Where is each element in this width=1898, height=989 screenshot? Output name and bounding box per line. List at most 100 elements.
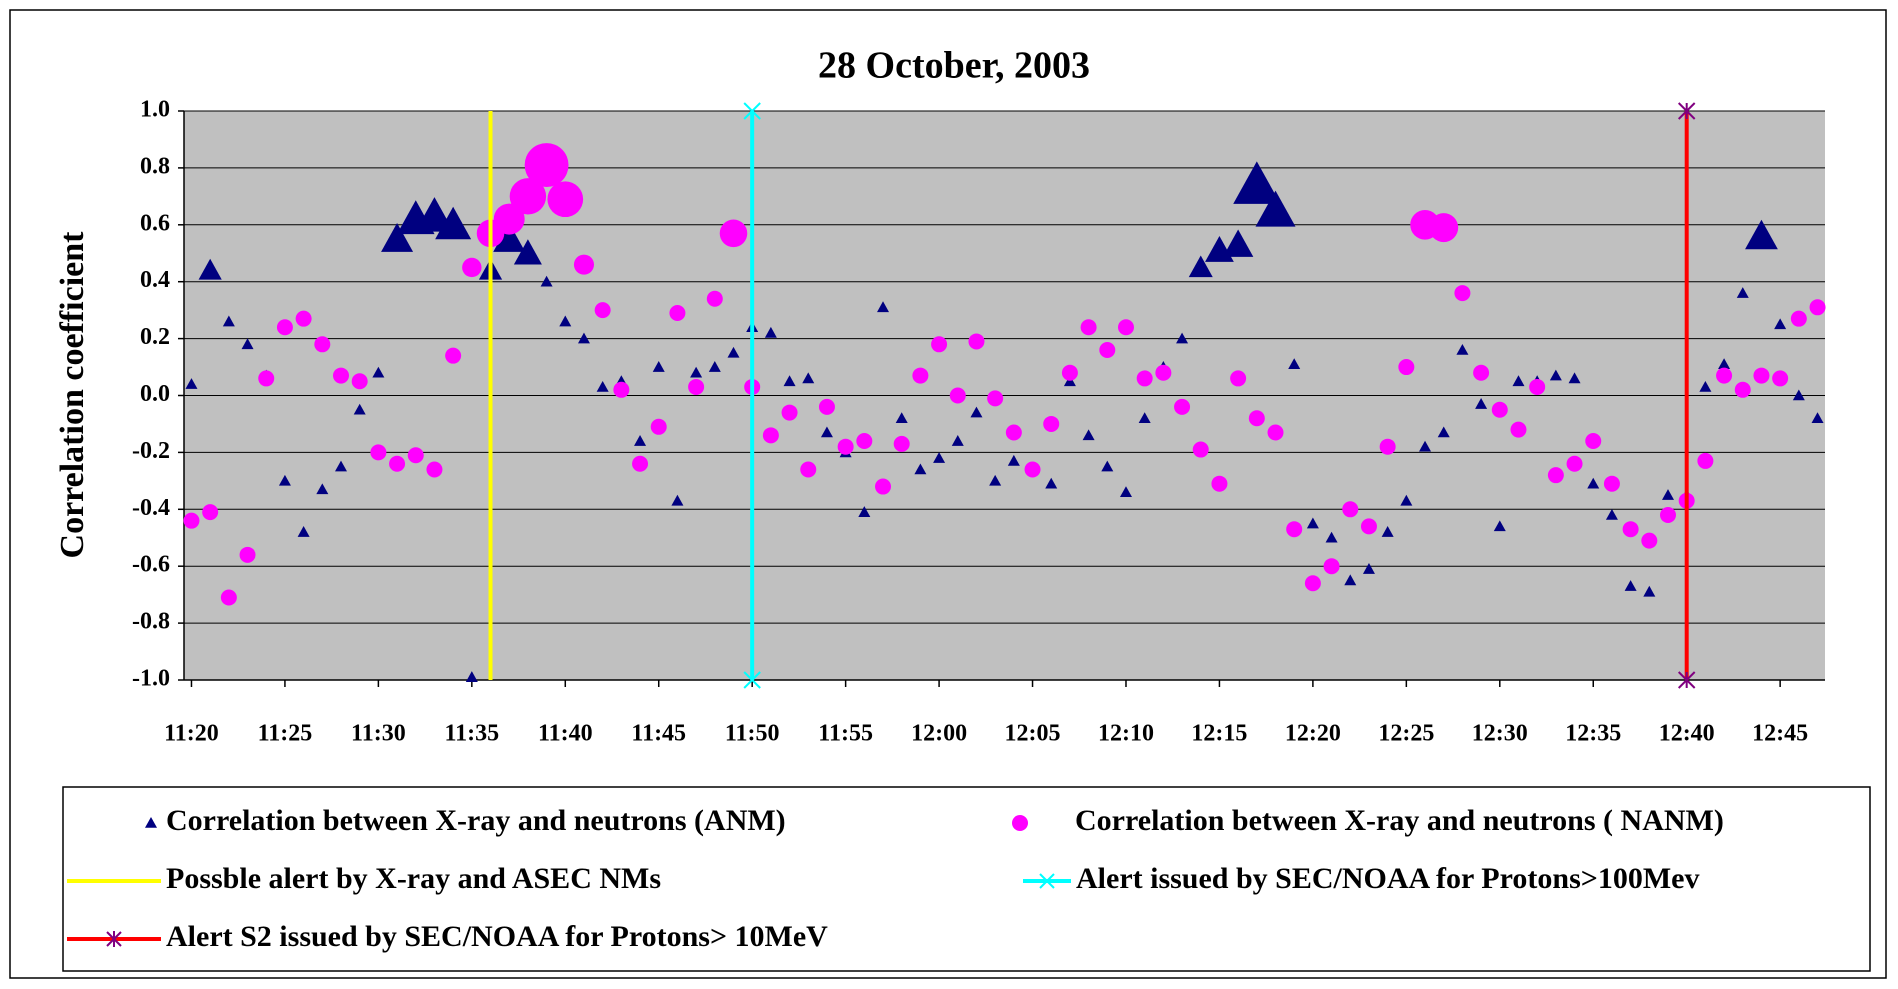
data-point	[465, 671, 478, 682]
data-point	[445, 347, 462, 364]
x-tick-label: 12:30	[1472, 721, 1528, 747]
legend-symbol	[1039, 873, 1055, 889]
data-point	[295, 310, 312, 327]
data-point	[802, 372, 815, 384]
x-tick-label: 11:35	[444, 721, 499, 747]
data-point	[1736, 287, 1749, 298]
alert-marker	[743, 671, 761, 689]
data-point	[762, 427, 779, 444]
data-point	[1024, 461, 1041, 478]
data-point	[540, 275, 553, 287]
data-point	[856, 433, 873, 450]
data-point	[1286, 521, 1303, 538]
data-point	[1510, 421, 1527, 438]
data-point	[1772, 370, 1789, 387]
data-point	[669, 304, 686, 321]
data-point	[258, 370, 275, 387]
data-point	[818, 398, 835, 415]
y-tick-label: 0.8	[140, 153, 170, 179]
x-tick-label: 12:15	[1191, 721, 1247, 747]
data-point	[1662, 489, 1675, 500]
data-point	[1255, 190, 1296, 227]
data-point	[1222, 229, 1254, 257]
data-point	[1429, 213, 1459, 243]
data-point	[202, 504, 219, 521]
data-point	[1344, 574, 1357, 586]
data-point	[314, 336, 331, 353]
data-point	[1360, 518, 1377, 535]
data-point	[185, 378, 198, 389]
data-point	[632, 455, 649, 472]
x-tick-label: 12:40	[1659, 721, 1715, 747]
data-point	[1155, 364, 1172, 381]
data-point	[1568, 372, 1581, 384]
legend-box	[62, 786, 1871, 972]
x-tick-label: 12:10	[1098, 721, 1154, 747]
y-tick-label: -0.8	[132, 609, 170, 635]
data-point	[276, 319, 293, 336]
data-point	[426, 461, 443, 478]
x-tick-label: 12:00	[911, 721, 967, 747]
data-point	[1342, 501, 1359, 518]
data-point	[1790, 310, 1807, 327]
data-point	[493, 223, 526, 252]
data-point	[1362, 563, 1375, 574]
data-point	[1188, 255, 1213, 278]
data-point	[1045, 477, 1058, 489]
legend-symbol	[1012, 815, 1028, 831]
data-point	[951, 435, 964, 446]
x-tick-label: 12:35	[1565, 721, 1621, 747]
data-point	[613, 381, 630, 398]
data-point	[671, 494, 684, 506]
data-point	[239, 546, 256, 563]
data-point	[1454, 285, 1471, 302]
data-point	[415, 197, 454, 232]
x-tick-label: 12:20	[1285, 721, 1341, 747]
data-point	[1456, 343, 1469, 355]
data-point	[1176, 332, 1189, 344]
data-point	[1211, 475, 1228, 492]
data-point	[895, 412, 908, 424]
data-point	[1136, 370, 1153, 387]
data-point	[933, 452, 946, 463]
data-point	[949, 387, 966, 404]
data-point	[462, 257, 482, 278]
data-point	[1587, 477, 1600, 489]
data-point	[1493, 520, 1506, 532]
data-point	[1437, 426, 1450, 438]
alert-marker	[743, 102, 761, 120]
data-point	[1323, 558, 1340, 575]
y-tick-label: 0.4	[140, 267, 170, 293]
y-axis-label: Correlation coefficient	[54, 231, 91, 559]
data-point	[706, 290, 723, 307]
x-tick-label: 11:50	[725, 721, 780, 747]
data-point	[1716, 367, 1733, 384]
data-point	[1419, 440, 1432, 452]
data-point	[1099, 341, 1116, 358]
y-tick-label: -0.4	[132, 495, 170, 521]
data-point	[596, 380, 609, 392]
y-tick-label: -1.0	[132, 666, 170, 692]
data-point	[1549, 369, 1562, 381]
data-point	[524, 143, 569, 187]
data-point	[800, 461, 817, 478]
data-point	[1082, 429, 1095, 441]
data-point	[559, 315, 572, 327]
x-tick-label: 11:20	[164, 721, 219, 747]
data-point	[1643, 585, 1656, 597]
data-point	[781, 404, 798, 421]
data-point	[381, 223, 414, 252]
y-tick-label: 1.0	[140, 97, 170, 123]
data-point	[370, 444, 387, 461]
data-point	[1381, 526, 1394, 537]
chart-title: 28 October, 2003	[818, 45, 1090, 87]
data-point	[509, 178, 547, 215]
data-point	[1325, 531, 1338, 543]
data-point	[912, 367, 929, 384]
data-point	[435, 206, 472, 240]
data-point	[316, 483, 329, 495]
data-point	[1718, 358, 1731, 370]
legend-label: Correlation between X-ray and neutrons (…	[1075, 804, 1724, 837]
